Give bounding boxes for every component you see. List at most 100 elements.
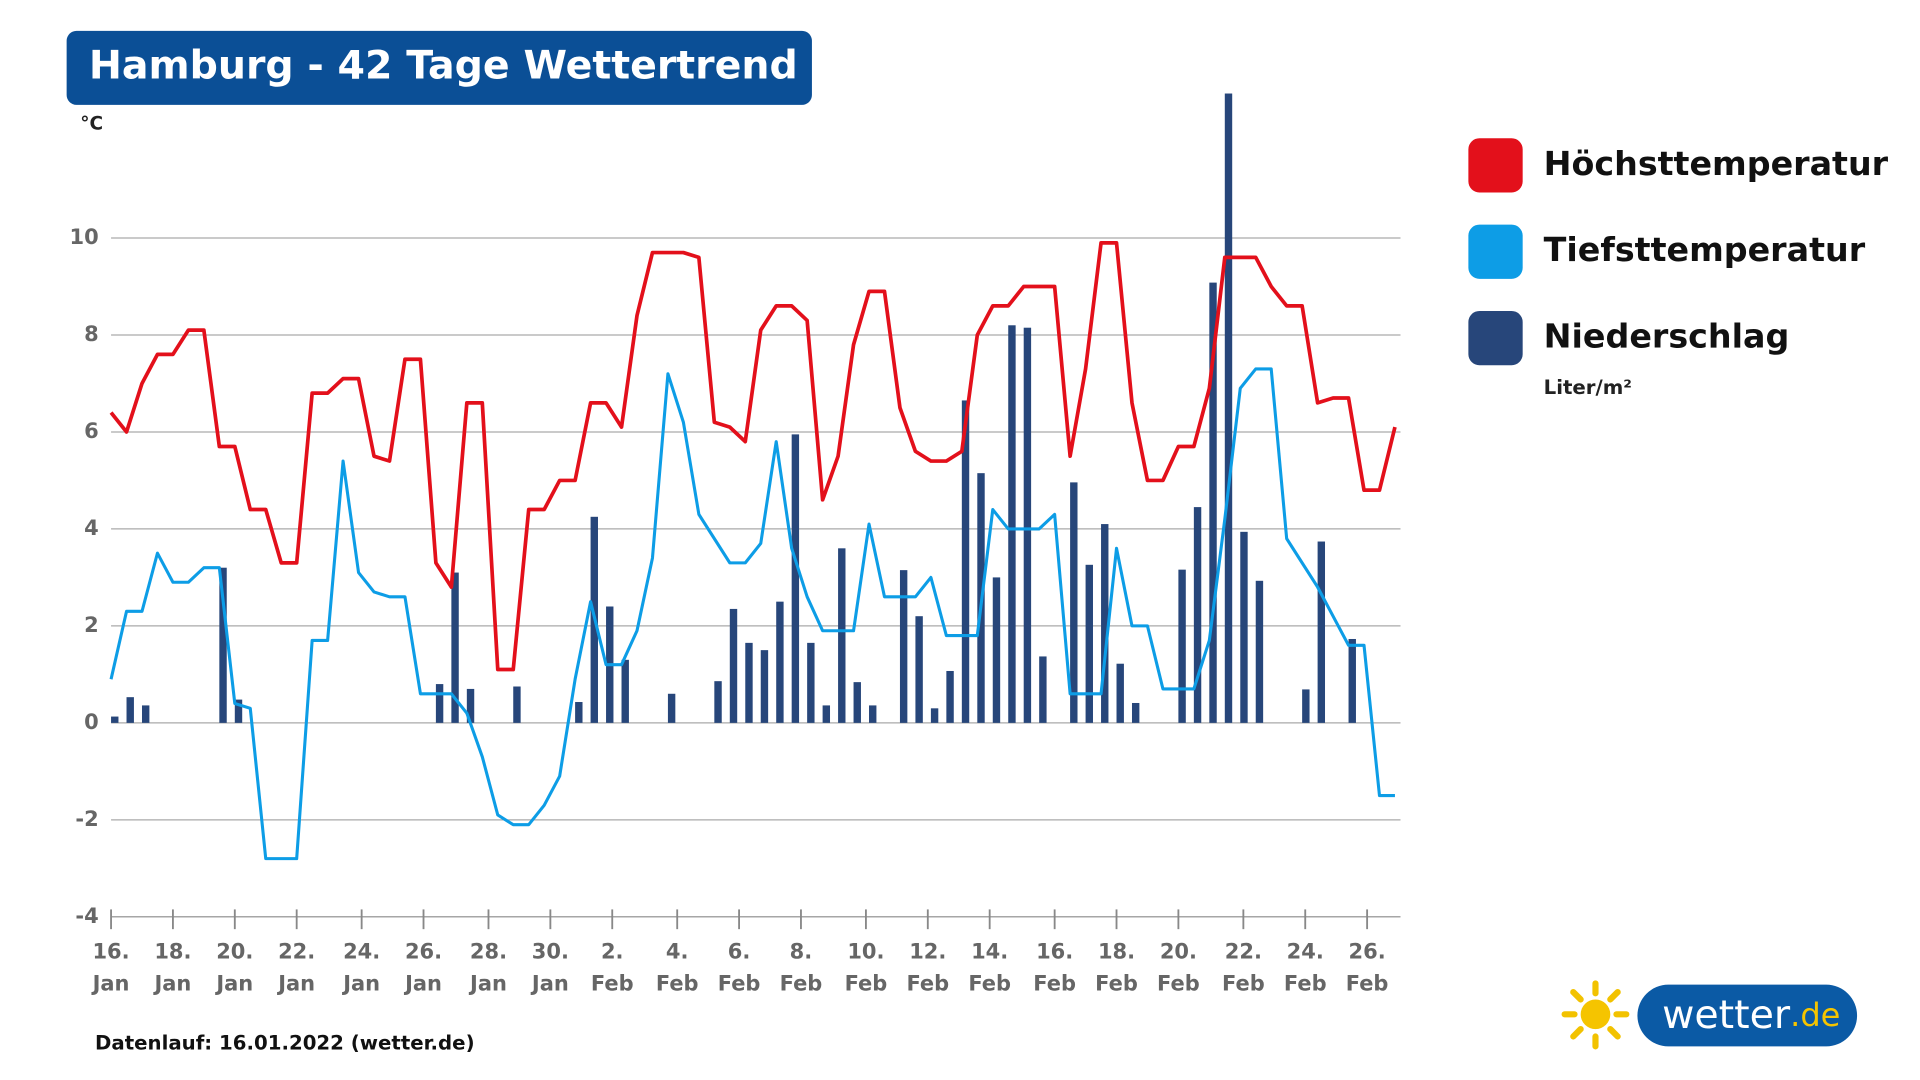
legend-swatch <box>1468 138 1523 193</box>
x-tick-label: 14. <box>971 940 1008 964</box>
title-box <box>66 30 812 105</box>
legend-swatch <box>1468 224 1523 279</box>
x-tick-month: Jan <box>276 972 315 996</box>
precip-bar <box>869 705 877 723</box>
x-tick-label: 10. <box>847 940 884 964</box>
x-tick-label: 2. <box>601 940 624 964</box>
logo: wetter.de <box>1561 980 1858 1050</box>
precip-bar <box>126 697 134 723</box>
precip-bar <box>1116 663 1124 723</box>
precip-bar <box>853 682 861 723</box>
logo-name: wetter <box>1662 991 1791 1037</box>
chart-title: Hamburg - 42 Tage Wettertrend <box>89 42 798 88</box>
x-tick-month: Feb <box>780 972 823 996</box>
x-tick-label: 24. <box>1287 940 1324 964</box>
x-tick-month: Feb <box>968 972 1011 996</box>
precip-bar <box>1317 541 1326 723</box>
x-tick-label: 12. <box>909 940 946 964</box>
x-tick-label: 20. <box>1160 940 1197 964</box>
x-tick-month: Jan <box>214 972 253 996</box>
precip-bar <box>575 702 583 723</box>
precip-bar <box>141 705 150 723</box>
legend-label: Höchsttemperatur <box>1544 144 1889 183</box>
precip-bar <box>1240 531 1248 723</box>
x-tick-label: 6. <box>728 940 751 964</box>
footer: Datenlauf: 16.01.2022 (wetter.de) <box>95 1031 475 1054</box>
precip-bar <box>899 570 908 723</box>
legend-swatch <box>1468 310 1523 366</box>
x-tick-month: Jan <box>468 972 507 996</box>
precip-bar <box>1209 282 1217 723</box>
x-tick-label: 8. <box>790 940 813 964</box>
x-tick-label: 26. <box>1349 940 1386 964</box>
legend-label: Niederschlag <box>1544 317 1790 356</box>
precip-bar <box>992 577 1001 723</box>
precip-bar <box>1101 524 1109 723</box>
precip-bar <box>1039 656 1047 723</box>
precip-bar <box>946 670 954 723</box>
x-tick-month: Feb <box>718 972 761 996</box>
x-tick-label: 20. <box>216 940 253 964</box>
precip-bar <box>714 681 722 723</box>
precip-bar <box>1302 689 1310 723</box>
precip-bar <box>791 434 800 723</box>
temp-line <box>109 241 1397 672</box>
precip-bar <box>915 616 923 723</box>
x-tick-label: 22. <box>1225 940 1262 964</box>
precip-bar <box>760 650 769 723</box>
precip-bar <box>667 693 676 723</box>
sun <box>1580 999 1611 1030</box>
x-tick-month: Feb <box>1346 972 1389 996</box>
x-tick-month: Feb <box>1222 972 1265 996</box>
x-tick-label: 16. <box>1036 940 1073 964</box>
precip-bar <box>435 684 444 723</box>
x-tick-month: Feb <box>1157 972 1200 996</box>
x-tick-label: 26. <box>405 940 442 964</box>
precip-bar <box>776 601 784 723</box>
precip-bar <box>1023 327 1032 723</box>
x-tick-label: 16. <box>92 940 129 964</box>
x-tick-label: 28. <box>470 940 507 964</box>
precip-bar <box>1255 580 1264 723</box>
precip-bar <box>961 400 970 723</box>
y-tick-label: 0 <box>84 710 99 734</box>
x-tick-month: Jan <box>91 972 130 996</box>
y-tick-label: 10 <box>70 225 99 249</box>
precip-bar <box>234 699 243 723</box>
precip-bar <box>822 705 831 723</box>
x-tick-label: 22. <box>278 940 315 964</box>
precip-bar <box>466 688 475 723</box>
y-tick-label: 8 <box>84 322 99 346</box>
precip-bar <box>930 708 939 723</box>
precip-bar <box>513 686 521 723</box>
precip-bar <box>1178 569 1186 723</box>
temp-line <box>109 367 1395 861</box>
x-tick-month: Feb <box>656 972 699 996</box>
precip-bar <box>1224 93 1233 723</box>
x-tick-month: Feb <box>1033 972 1076 996</box>
x-tick-month: Jan <box>530 972 569 996</box>
x-tick-month: Jan <box>403 972 442 996</box>
x-tick-label: 18. <box>1098 940 1135 964</box>
x-tick-month: Feb <box>591 972 634 996</box>
logo-pill <box>1637 984 1858 1047</box>
x-tick-month: Jan <box>152 972 191 996</box>
x-tick-month: Feb <box>1284 972 1327 996</box>
x-tick-label: 24. <box>343 940 380 964</box>
legend-label: Tiefsttemperatur <box>1544 230 1866 269</box>
y-tick-label: 4 <box>84 516 99 540</box>
precip-bar <box>1193 507 1202 723</box>
x-tick-label: 18. <box>154 940 191 964</box>
sun-rays <box>1561 980 1630 1050</box>
x-tick-label: 30. <box>532 940 569 964</box>
precip-unit: Liter/m² <box>1544 376 1632 399</box>
precip-bar <box>1131 702 1140 723</box>
precip-bar <box>111 716 119 723</box>
precip-bar <box>1085 564 1093 723</box>
x-tick-month: Jan <box>341 972 380 996</box>
precip-bar <box>219 567 227 723</box>
logo-tld: .de <box>1790 996 1840 1034</box>
precip-bar <box>621 659 629 723</box>
